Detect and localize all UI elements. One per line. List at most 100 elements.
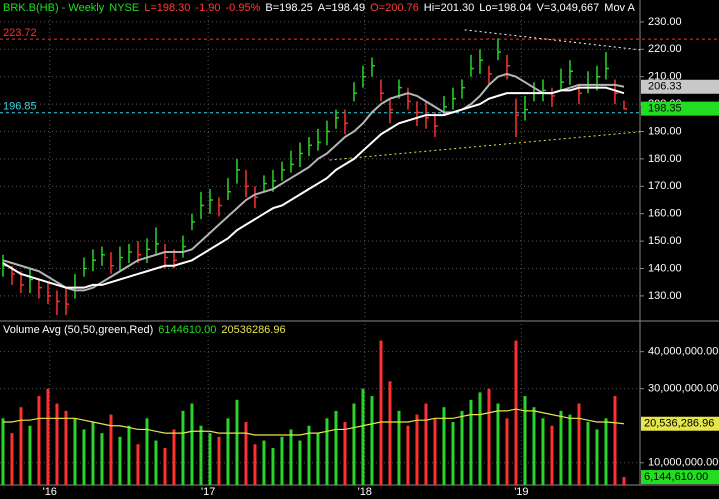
volume-legend: Volume Avg (50,50,green,Red) 6144610.00 20…: [3, 324, 291, 336]
volume-bar: [46, 388, 50, 485]
volume-bar: [64, 410, 68, 485]
header-item: -1.90: [195, 2, 221, 14]
volume-bar: [10, 433, 14, 485]
header-item: NYSE: [109, 2, 140, 14]
moving-average: [2, 72, 625, 292]
volume-bar: [406, 425, 410, 485]
volume-bar: [136, 444, 140, 485]
legend-item: Volume Avg (50,50,green,Red): [3, 324, 154, 336]
x-tick-label: '16: [43, 486, 57, 498]
header-item: V=3,049,667: [536, 2, 600, 14]
level-label: 196.85: [3, 101, 37, 113]
x-tick-label: '18: [358, 486, 372, 498]
y-tick-label: 180.00: [648, 153, 682, 165]
legend-item: 6144610.00: [158, 324, 217, 336]
volume-bar: [334, 410, 338, 485]
price-marker-label: 206.33: [648, 81, 682, 93]
price-marker: [641, 101, 719, 116]
y-tick-label: 140.00: [648, 262, 682, 274]
volume-bar: [343, 422, 347, 485]
volume-bar: [352, 403, 356, 485]
volume-bar: [388, 381, 392, 485]
volume-bar: [154, 440, 158, 485]
volume-bar: [226, 418, 230, 485]
volume-bar: [55, 403, 59, 485]
volume-bar: [415, 414, 419, 485]
y-tick-label: 210.00: [648, 71, 682, 83]
trendline: [464, 29, 641, 51]
price-marker-label: 198.35: [648, 103, 682, 115]
volume-marker: [641, 416, 719, 431]
volume-bar: [379, 340, 383, 485]
volume-bar: [577, 403, 581, 485]
x-tick-label: '19: [514, 486, 528, 498]
volume-bar: [280, 436, 284, 485]
volume-bar: [190, 403, 194, 485]
volume-bar: [181, 410, 185, 485]
y-tick-label: 40,000,000.00: [648, 346, 718, 358]
volume-bar: [361, 388, 365, 485]
trendline: [329, 131, 641, 161]
volume-bar: [424, 403, 428, 485]
volume-bar: [460, 410, 464, 485]
volume-bar: [127, 425, 131, 485]
price-marker: [641, 79, 719, 94]
y-tick-label: 220.00: [648, 43, 682, 55]
volume-bar: [595, 429, 599, 485]
volume-marker: [641, 470, 719, 485]
volume-bar: [298, 440, 302, 485]
volume-bar: [37, 396, 41, 485]
header-item: -0.95%: [225, 2, 261, 14]
volume-bar: [163, 447, 167, 485]
y-tick-label: 170.00: [648, 180, 682, 192]
volume-bar: [514, 340, 518, 485]
header-item: L=198.30: [144, 2, 191, 14]
quote-header: BRK.B(HB) - Weekly NYSE L=198.30 -1.90 -0.95…: [3, 2, 640, 14]
volume-bar: [253, 444, 257, 485]
y-tick-label: 10,000,000.00: [648, 457, 718, 469]
volume-bar: [199, 425, 203, 485]
volume-bar: [451, 422, 455, 485]
volume-bar: [622, 477, 626, 485]
volume-bar: [145, 418, 149, 485]
volume-bar: [541, 418, 545, 485]
volume-bar: [208, 433, 212, 485]
y-tick-label: 30,000,000.00: [648, 383, 718, 395]
volume-bar: [442, 407, 446, 485]
volume-bar: [316, 433, 320, 485]
volume-bar: [568, 414, 572, 485]
y-tick-label: 190.00: [648, 125, 682, 137]
volume-bar: [478, 392, 482, 485]
volume-marker-label: 20,536,286.96: [644, 418, 714, 430]
level-label: 223.72: [3, 27, 37, 39]
volume-bar: [1, 418, 5, 485]
volume-bar: [505, 418, 509, 485]
volume-bar: [217, 436, 221, 485]
volume-bar: [532, 407, 536, 485]
volume-bar: [613, 396, 617, 485]
volume-bar: [604, 418, 608, 485]
header-item: O=200.76: [370, 2, 419, 14]
volume-bar: [235, 399, 239, 485]
volume-bar: [370, 396, 374, 485]
header-item: B=198.25: [265, 2, 313, 14]
y-tick-label: 150.00: [648, 235, 682, 247]
volume-marker-label: 6,144,610.00: [644, 471, 708, 483]
header-item: Lo=198.04: [479, 2, 532, 14]
legend-item: 20536286.96: [221, 324, 286, 336]
volume-average: [2, 408, 625, 436]
volume-bar: [82, 429, 86, 485]
y-tick-label: 130.00: [648, 290, 682, 302]
volume-bar: [118, 436, 122, 485]
volume-bar: [397, 410, 401, 485]
header-item: A=198.49: [317, 2, 366, 14]
y-tick-label: 230.00: [648, 16, 682, 28]
volume-bar: [550, 425, 554, 485]
header-item: BRK.B(HB) - Weekly: [3, 2, 105, 14]
volume-bar: [172, 429, 176, 485]
y-tick-label: 160.00: [648, 208, 682, 220]
volume-bar: [325, 418, 329, 485]
header-item: Hi=201.30: [423, 2, 475, 14]
